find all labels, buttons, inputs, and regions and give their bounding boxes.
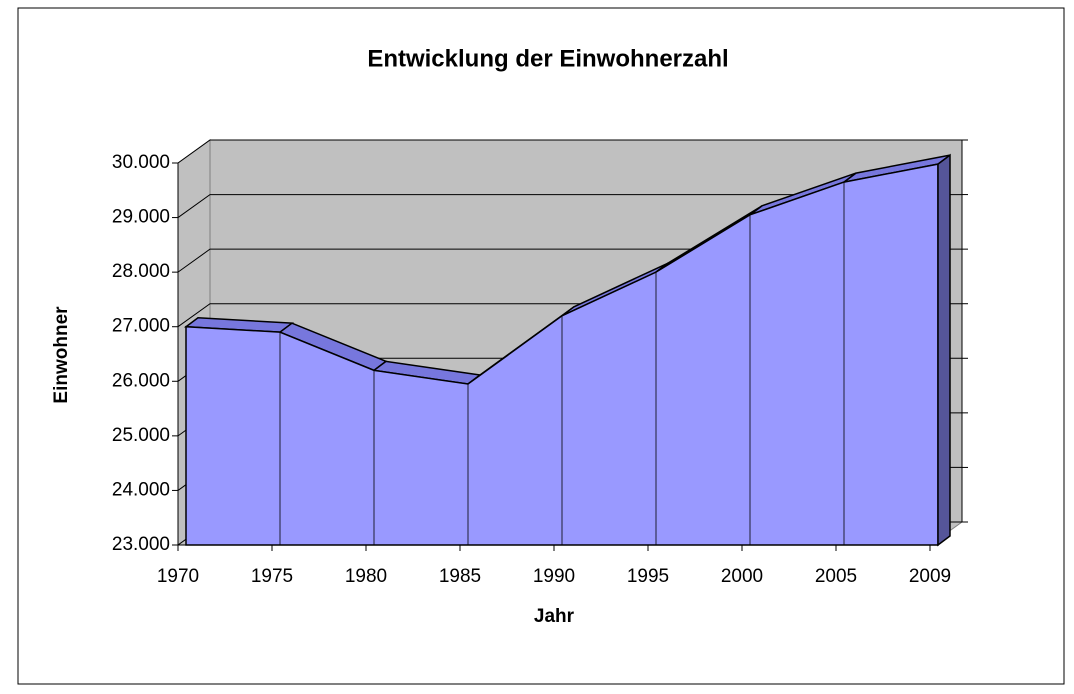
y-tick-label: 27.000 — [112, 316, 170, 337]
x-tick-label: 1975 — [251, 566, 293, 587]
x-tick-label: 2005 — [815, 566, 857, 587]
x-tick-label: 1970 — [157, 566, 199, 587]
grid-line — [177, 139, 962, 164]
y-tick-label: 28.000 — [112, 261, 170, 282]
x-axis-title: Jahr — [534, 606, 575, 627]
x-tick-label: 2009 — [909, 566, 951, 587]
x-tick-label: 1980 — [345, 566, 387, 587]
grid-line — [177, 194, 962, 218]
chart-title: Entwicklung der Einwohnerzahl — [367, 45, 728, 72]
area-side — [937, 153, 951, 547]
y-tick-label: 29.000 — [112, 207, 170, 228]
y-tick-label: 26.000 — [112, 370, 170, 391]
y-axis-title: Einwohner — [51, 306, 72, 404]
x-tick-label: 1995 — [627, 566, 669, 587]
y-tick-label: 25.000 — [112, 425, 170, 446]
x-tick-label: 2000 — [721, 566, 763, 587]
x-tick-label: 1990 — [533, 566, 575, 587]
y-tick-label: 23.000 — [112, 534, 170, 555]
x-tick-label: 1985 — [439, 566, 481, 587]
y-tick-label: 24.000 — [112, 479, 170, 500]
y-tick-label: 30.000 — [112, 152, 170, 173]
